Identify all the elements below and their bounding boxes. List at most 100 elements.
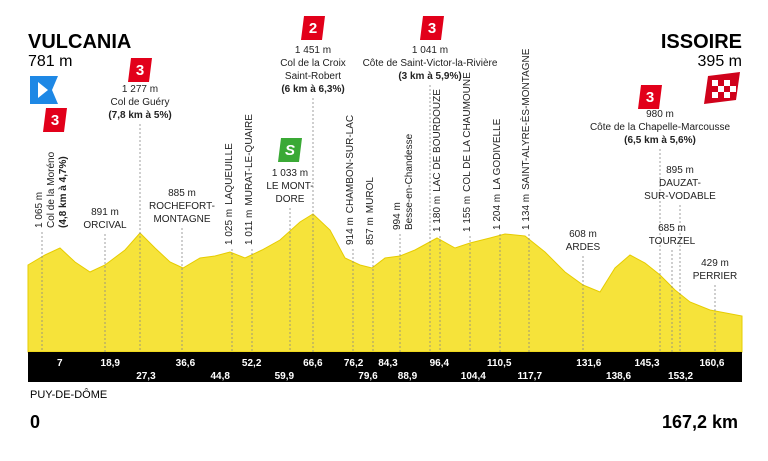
waypoint-label: 1 041 m (412, 45, 448, 56)
waypoint-label: Col de la Moréno (46, 151, 57, 228)
waypoint-label: 1 155 m COL DE LA CHAUMOUNE (462, 72, 473, 232)
badge-label: 3 (428, 20, 436, 37)
waypoint-label: TOURZEL (649, 236, 696, 247)
waypoint-label-part: 1 025 m (224, 209, 235, 245)
waypoint-label: 1 134 m SAINT-ALYRE-ÈS-MONTAGNE (519, 48, 532, 230)
waypoint-label-part: 1 134 m (521, 194, 532, 230)
waypoint-label: MONTAGNE (153, 214, 210, 225)
waypoint-label: SUR-VODABLE (644, 191, 716, 202)
waypoint-label-part: MUROL (365, 177, 376, 214)
waypoint-label: Côte de Saint-Victor-la-Rivière (363, 58, 498, 69)
badge-label: 3 (646, 89, 654, 106)
km-marker: 52,2 (242, 358, 262, 369)
waypoint-label: ORCIVAL (83, 220, 127, 231)
waypoint-label: 980 m (646, 109, 674, 120)
waypoint-label: (6 km à 6,3%) (281, 84, 344, 95)
start-altitude: 781 m (28, 53, 72, 70)
waypoint-label: Col de la Croix (280, 58, 346, 69)
waypoint-label-part: LAQUEUILLE (224, 143, 235, 205)
finish-name: ISSOIRE (661, 31, 742, 53)
waypoint-label: ARDES (566, 242, 601, 253)
km-marker: 36,6 (176, 358, 196, 369)
waypoint-label-part: SAINT-ALYRE-ÈS-MONTAGNE (519, 48, 532, 190)
waypoint-label: 608 m (569, 229, 597, 240)
waypoint-label: 1 277 m (122, 84, 158, 95)
climb-badge (128, 58, 152, 82)
waypoint-label: 1 011 m MURAT-LE-QUAIRE (244, 114, 255, 245)
waypoint-label: 1 025 m LAQUEUILLE (224, 143, 235, 245)
waypoint-label-part: 1 155 m (462, 196, 473, 232)
climb-badge (420, 16, 444, 40)
waypoint-label: Besse-en-Chandesse (404, 133, 415, 230)
waypoint-label: (7,8 km à 5%) (108, 110, 171, 121)
region: PUY-DE-DÔME (30, 388, 107, 401)
km-marker: 76,2 (344, 358, 364, 369)
waypoint-label-part: CHAMBON-SUR-LAC (345, 115, 356, 213)
km-marker: 104,4 (461, 371, 486, 382)
waypoint-label-part: 1 011 m (244, 210, 255, 245)
km-marker: 117,7 (518, 371, 543, 382)
climb-badge (301, 16, 325, 40)
waypoint-label: 1 451 m (295, 45, 331, 56)
waypoint-label: LE MONT- (266, 181, 313, 192)
waypoint-label: 1 065 m (34, 192, 45, 228)
km-marker: 153,2 (668, 371, 693, 382)
waypoint-label: Saint-Robert (285, 71, 341, 82)
km-marker: 138,6 (606, 371, 631, 382)
km-marker: 160,6 (699, 358, 724, 369)
km-marker: 88,9 (398, 371, 418, 382)
waypoint-label: 891 m (91, 207, 119, 218)
finish-altitude: 395 m (698, 53, 742, 70)
waypoint-label: (3 km à 5,9%) (398, 71, 461, 82)
km-marker: 27,3 (136, 371, 156, 382)
waypoint-label: 895 m (666, 165, 694, 176)
waypoint-label: 885 m (168, 188, 196, 199)
climb-badge (638, 85, 662, 109)
badge-label: S (285, 142, 295, 159)
km-marker: 131,6 (576, 358, 601, 369)
distance-end: 167,2 km (662, 412, 738, 432)
waypoint-label-part: LAC DE BOURDOUZE (432, 89, 443, 192)
climb-badge (43, 108, 67, 132)
waypoint-label-part: 914 m (345, 217, 356, 245)
km-marker: 44,8 (211, 371, 231, 382)
start-flag (30, 76, 58, 104)
km-marker: 66,6 (303, 358, 323, 369)
distance-band (28, 352, 742, 382)
waypoint-label: Col de Guéry (111, 97, 170, 108)
km-marker: 7 (57, 358, 63, 369)
waypoint-label: PERRIER (693, 271, 737, 282)
waypoint-label: (6,5 km à 5,6%) (624, 135, 696, 146)
waypoint-label-part: LA GODIVELLE (492, 118, 503, 189)
waypoint-label: 1 204 m LA GODIVELLE (492, 118, 503, 230)
km-marker: 110,5 (487, 358, 512, 369)
waypoint-label: Côte de la Chapelle-Marcousse (590, 122, 731, 133)
waypoint-label: 994 m (392, 202, 403, 230)
waypoint-label: 1 180 m LAC DE BOURDOUZE (432, 89, 443, 232)
km-marker: 145,3 (634, 358, 659, 369)
sprint-badge (278, 138, 302, 162)
start-name: VULCANIA (28, 31, 131, 53)
waypoint-label: (4,8 km à 4,7%) (58, 156, 69, 228)
km-marker: 96,4 (430, 358, 450, 369)
waypoint-label-part: 857 m (365, 217, 376, 245)
badge-label: 2 (309, 20, 317, 37)
km-marker: 59,9 (275, 371, 295, 382)
waypoint-label: 429 m (701, 258, 729, 269)
waypoint-label-part: 1 180 m (432, 196, 443, 232)
waypoint-label: 1 033 m (272, 168, 308, 179)
waypoint-label-part: 1 204 m (492, 194, 503, 230)
waypoint-label: 685 m (658, 223, 686, 234)
elevation-profile (27, 213, 743, 353)
finish-flag (704, 72, 740, 104)
waypoint-label-part: COL DE LA CHAUMOUNE (462, 72, 473, 192)
distance-start: 0 (30, 412, 40, 432)
km-marker: 84,3 (378, 358, 398, 369)
waypoint-label: DORE (276, 194, 305, 205)
km-marker: 18,9 (101, 358, 121, 369)
waypoint-label-part: MURAT-LE-QUAIRE (244, 114, 255, 206)
waypoint-label: 914 m CHAMBON-SUR-LAC (345, 115, 356, 245)
km-marker: 79,6 (358, 371, 378, 382)
waypoint-label: DAUZAT- (659, 178, 701, 189)
